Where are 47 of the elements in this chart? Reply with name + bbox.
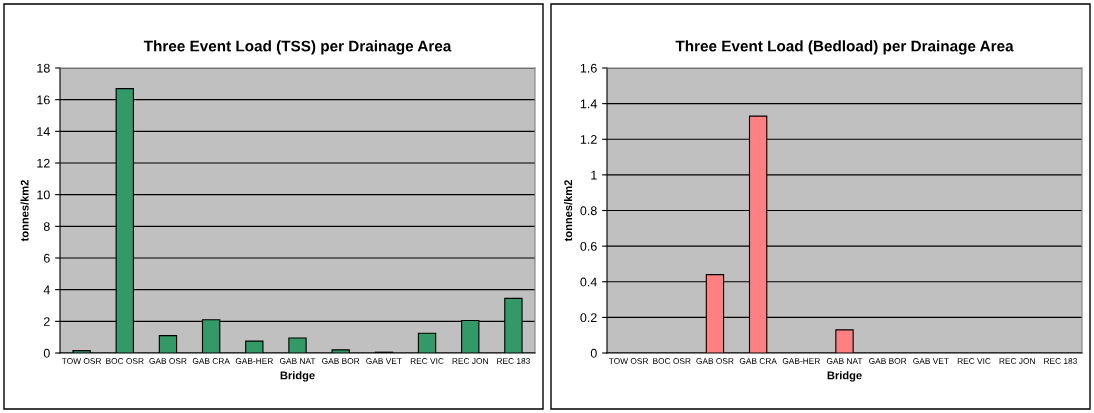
x-axis-title: Bridge [827, 371, 862, 382]
y-tick-label: 0 [590, 348, 597, 358]
y-axis-title: tonnes/km2 [20, 180, 29, 242]
y-tick-label: 0 [43, 348, 50, 358]
x-tick-label: GAB NAT [279, 358, 316, 364]
chart-title: Three Event Load (TSS) per Drainage Area [143, 40, 452, 55]
y-tick-label: 0.8 [580, 206, 597, 216]
x-tick-label: REC VIC [410, 358, 444, 364]
x-tick-label: GAB BOR [322, 358, 360, 364]
x-tick-label: GAB VET [913, 358, 949, 364]
y-tick-label: 1.2 [580, 135, 597, 144]
y-tick-label: 0.6 [580, 241, 597, 251]
y-tick-label: 0.4 [580, 277, 597, 287]
x-tick-label: GAB VET [366, 358, 402, 364]
x-tick-label: GAB-HER [235, 358, 273, 364]
y-tick-label: 16 [37, 95, 50, 105]
x-tick-label: GAB OSR [696, 358, 734, 364]
y-axis-title: tonnes/km2 [563, 180, 573, 242]
y-tick-label: 8 [43, 222, 50, 231]
x-tick-label: GAB OSR [149, 358, 187, 364]
y-tick-label: 1.4 [580, 99, 597, 109]
y-tick-label: 4 [43, 285, 50, 295]
x-tick-label: REC JON [999, 358, 1035, 364]
y-tick-label: 6 [43, 253, 50, 263]
x-tick-label: REC 183 [1044, 358, 1077, 364]
x-tick-label: TOW OSR [608, 358, 649, 364]
x-tick-label: BOC OSR [653, 358, 691, 364]
x-tick-label: GAB CRA [192, 358, 230, 364]
x-tick-label: TOW OSR [61, 358, 102, 364]
x-axis-title: Bridge [280, 371, 315, 382]
y-tick-label: 1.6 [580, 63, 597, 73]
x-tick-label: GAB-HER [782, 358, 820, 364]
y-tick-label: 0.2 [580, 313, 597, 323]
chart-title: Three Event Load (Bedload) per Drainage Area [675, 40, 1014, 55]
x-tick-label: BOC OSR [106, 358, 144, 364]
x-tick-label: GAB CRA [739, 358, 777, 364]
y-tick-label: 18 [37, 63, 50, 73]
x-tick-label: GAB NAT [826, 358, 863, 364]
y-tick-label: 10 [37, 190, 50, 200]
x-tick-label: REC 183 [497, 358, 530, 364]
x-tick-label: GAB BOR [869, 358, 907, 364]
y-tick-label: 2 [43, 317, 50, 326]
x-tick-label: REC VIC [957, 358, 991, 364]
y-tick-label: 14 [37, 127, 50, 136]
y-tick-label: 1 [591, 170, 597, 180]
y-tick-label: 12 [37, 158, 50, 168]
x-tick-label: REC JON [452, 358, 488, 364]
